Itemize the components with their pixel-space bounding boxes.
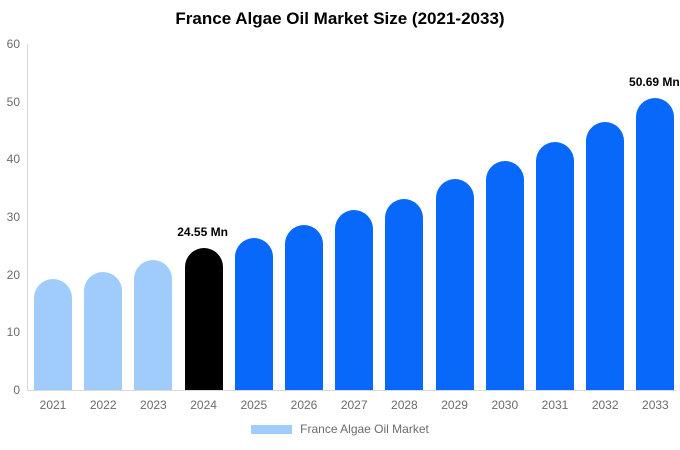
legend-item-france-algae-oil-market[interactable]: France Algae Oil Market bbox=[251, 422, 429, 436]
bar-2025[interactable] bbox=[234, 237, 273, 390]
x-tick-label-2026: 2026 bbox=[290, 398, 318, 412]
x-axis-line bbox=[27, 390, 676, 391]
x-tick-label-2025: 2025 bbox=[240, 398, 268, 412]
y-tick-label-60: 60 bbox=[6, 37, 20, 51]
y-tick-label-30: 30 bbox=[6, 210, 20, 224]
bar-2027[interactable] bbox=[335, 210, 374, 390]
legend-label: France Algae Oil Market bbox=[300, 422, 429, 436]
bar-value-label-2024: 24.55 Mn bbox=[177, 225, 228, 240]
bar-2022[interactable] bbox=[84, 271, 123, 390]
bar-2028[interactable] bbox=[385, 199, 424, 390]
x-tick-label-2033: 2033 bbox=[642, 398, 669, 412]
x-tick-label-2027: 2027 bbox=[340, 398, 368, 412]
y-axis-line bbox=[27, 44, 28, 390]
y-tick-label-40: 40 bbox=[6, 152, 20, 167]
x-tick-label-2028: 2028 bbox=[391, 398, 418, 412]
legend-swatch bbox=[251, 424, 293, 434]
x-tick-label-2031: 2031 bbox=[541, 398, 569, 412]
bar-2023[interactable] bbox=[134, 260, 173, 390]
x-tick-label-2021: 2021 bbox=[39, 398, 67, 412]
x-tick-label-2022: 2022 bbox=[89, 398, 117, 412]
bar-2024[interactable] bbox=[184, 248, 223, 390]
bar-2021[interactable] bbox=[34, 279, 72, 390]
y-tick-label-20: 20 bbox=[6, 267, 20, 282]
bar-value-label-2033: 50.69 Mn bbox=[629, 74, 680, 89]
x-tick-label-2023: 2023 bbox=[140, 398, 167, 412]
x-tick-label-2029: 2029 bbox=[441, 398, 468, 412]
bar-2032[interactable] bbox=[586, 121, 625, 390]
x-tick-label-2024: 2024 bbox=[190, 398, 217, 412]
x-tick-label-2032: 2032 bbox=[591, 398, 619, 412]
legend: France Algae Oil Market bbox=[0, 422, 680, 436]
bar-2031[interactable] bbox=[536, 142, 574, 390]
y-tick-label-0: 0 bbox=[13, 383, 20, 397]
x-tick-label-2030: 2030 bbox=[491, 398, 519, 412]
y-tick-label-10: 10 bbox=[6, 325, 20, 340]
bar-2033[interactable] bbox=[636, 97, 675, 390]
bar-2029[interactable] bbox=[435, 178, 474, 390]
bar-2030[interactable] bbox=[485, 161, 524, 390]
bar-2026[interactable] bbox=[285, 225, 323, 390]
chart-title: France Algae Oil Market Size (2021-2033) bbox=[175, 9, 505, 28]
y-tick-label-50: 50 bbox=[6, 94, 20, 109]
